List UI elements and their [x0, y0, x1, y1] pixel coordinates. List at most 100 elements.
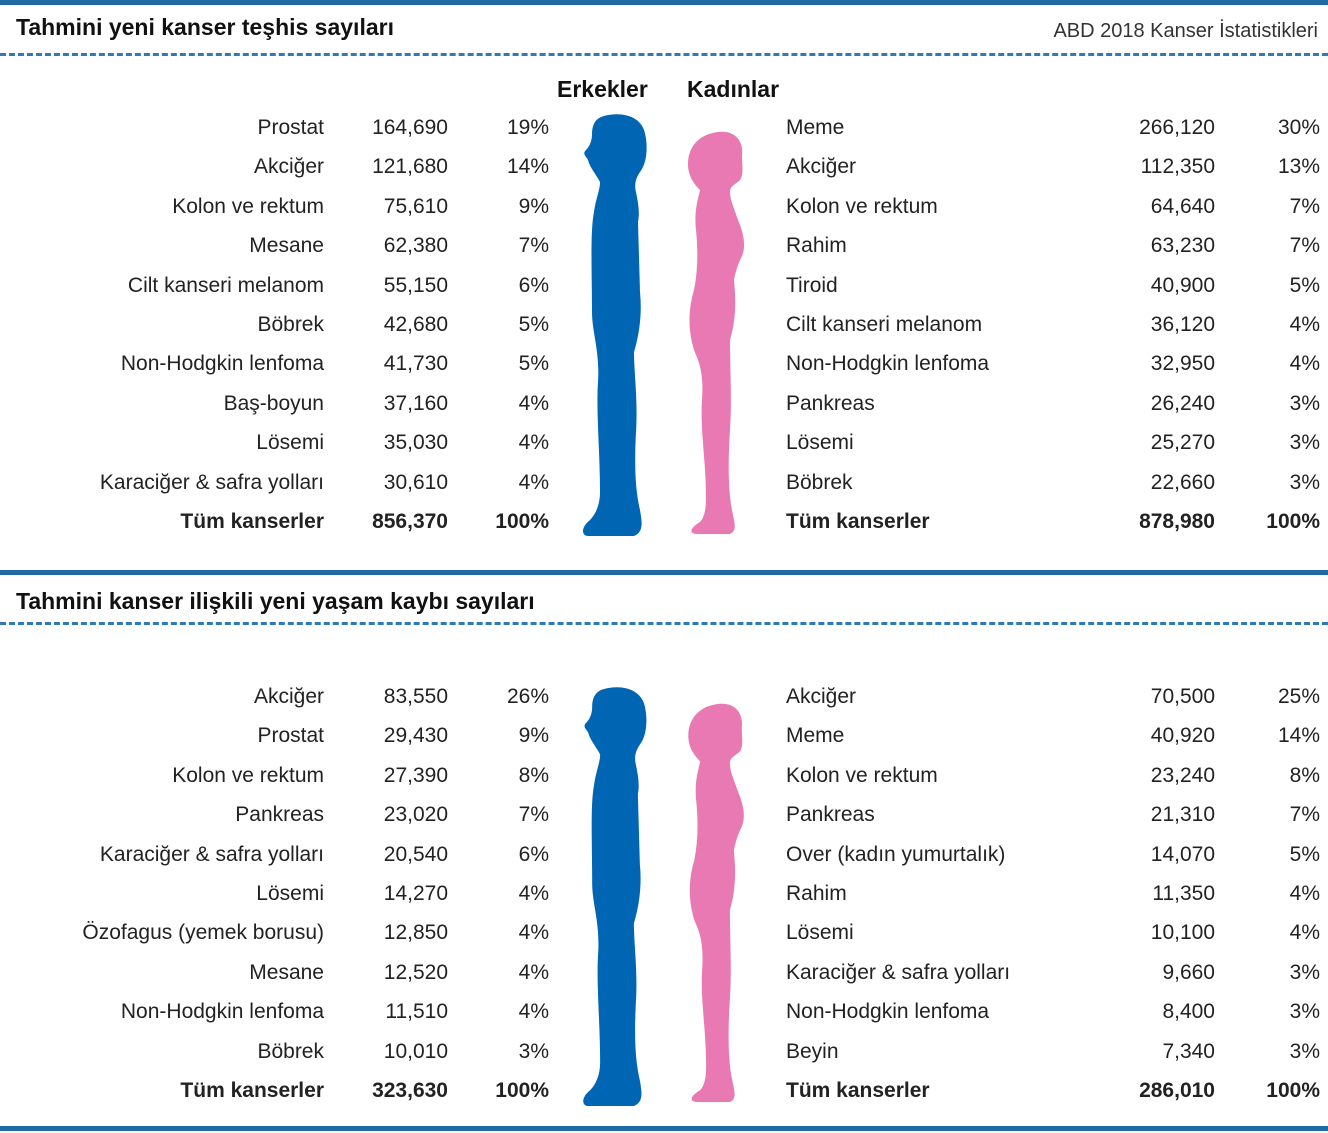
female-percent: 3% [1289, 391, 1320, 415]
male-percent: 4% [518, 960, 549, 984]
table-row: Cilt kanseri melanom 55,150 6% Tiroid 40,900… [0, 271, 1328, 301]
female-cancer-name: Meme [786, 724, 845, 748]
table-row: Mesane 12,520 4% Karaciğer & safra yolları 9… [0, 958, 1328, 988]
female-percent: 4% [1289, 313, 1320, 336]
female-count: 25,270 [1150, 431, 1215, 455]
male-count: 121,680 [372, 155, 448, 179]
female-cancer-name: Non-Hodgkin lenfoma [786, 352, 990, 376]
female-cancer-name: Tiroid [786, 273, 838, 297]
male-count: 164,690 [372, 116, 448, 139]
section1-dash [0, 53, 1328, 56]
female-count: 21,310 [1150, 803, 1215, 827]
male-percent: 8% [518, 763, 549, 787]
male-percent: 4% [518, 391, 549, 415]
table-row: Karaciğer & safra yolları 30,610 4% Böbrek 2… [0, 468, 1328, 498]
female-silhouette-icon [688, 703, 744, 1103]
female-count: 40,900 [1150, 273, 1215, 297]
male-cancer-name: Böbrek [257, 1039, 324, 1063]
female-cancer-name: Tüm kanserler [786, 1079, 930, 1102]
female-cancer-name: Pankreas [786, 803, 875, 827]
table-row: Non-Hodgkin lenfoma 11,510 4% Non-Hodgkin l… [0, 997, 1328, 1027]
female-count: 878,980 [1139, 510, 1215, 533]
section1-title: Tahmini yeni kanser teşhis sayıları [16, 14, 394, 40]
table-row: Mesane 62,380 7% Rahim 63,230 7% [0, 231, 1328, 261]
male-cancer-name: Akciğer [253, 155, 324, 179]
male-percent: 4% [518, 1000, 549, 1024]
male-count: 83,550 [383, 685, 448, 708]
female-count: 36,120 [1150, 313, 1215, 336]
male-count: 75,610 [383, 194, 448, 218]
table-row: Kolon ve rektum 27,390 8% Kolon ve rektum 23… [0, 761, 1328, 791]
male-count: 29,430 [383, 724, 448, 748]
female-cancer-name: Non-Hodgkin lenfoma [786, 1000, 990, 1024]
female-cancer-name: Tüm kanserler [786, 510, 930, 533]
section2-dash [0, 622, 1328, 625]
female-silhouette-icon [688, 131, 745, 535]
female-percent: 7% [1289, 234, 1320, 258]
female-cancer-name: Rahim [786, 882, 847, 905]
female-count: 286,010 [1139, 1079, 1215, 1102]
female-cancer-name: Kolon ve rektum [786, 763, 938, 787]
table-row: Baş-boyun 37,160 4% Pankreas 26,240 3% [0, 389, 1328, 419]
male-cancer-name: Kolon ve rektum [172, 194, 324, 218]
male-count: 27,390 [383, 763, 448, 787]
male-cancer-name: Mesane [249, 960, 324, 984]
male-count: 55,150 [383, 273, 448, 297]
female-percent: 4% [1289, 352, 1320, 376]
male-percent: 7% [518, 803, 549, 827]
male-percent: 9% [518, 194, 549, 218]
female-cancer-name: Karaciğer & safra yolları [786, 960, 1011, 984]
male-header: Erkekler [557, 76, 648, 102]
female-percent: 14% [1277, 724, 1320, 748]
female-count: 22,660 [1150, 470, 1215, 494]
male-percent: 5% [518, 352, 549, 376]
male-percent: 100% [495, 510, 549, 533]
male-silhouette-icon [583, 687, 647, 1107]
male-percent: 4% [518, 882, 549, 905]
bottom-rule [0, 1126, 1328, 1131]
male-cancer-name: Kolon ve rektum [172, 763, 324, 787]
female-cancer-name: Akciğer [786, 685, 857, 708]
top-rule [0, 0, 1328, 5]
male-count: 10,010 [383, 1039, 448, 1063]
male-cancer-name: Karaciğer & safra yolları [99, 470, 324, 494]
female-count: 10,100 [1150, 921, 1215, 945]
table-row: Özofagus (yemek borusu) 12,850 4% Lösemi 10,… [0, 918, 1328, 948]
male-cancer-name: Tüm kanserler [180, 510, 324, 533]
male-count: 12,850 [383, 921, 448, 945]
male-cancer-name: Karaciğer & safra yolları [99, 842, 324, 866]
male-percent: 7% [518, 234, 549, 258]
male-cancer-name: Lösemi [256, 882, 324, 905]
total-row: Tüm kanserler 856,370 100% Tüm kanserler 878… [0, 507, 1328, 537]
female-percent: 4% [1289, 882, 1320, 905]
middle-rule [0, 570, 1328, 575]
table-row: Kolon ve rektum 75,610 9% Kolon ve rektum 64… [0, 192, 1328, 222]
male-count: 12,520 [383, 960, 448, 984]
female-count: 70,500 [1150, 685, 1215, 708]
male-cancer-name: Prostat [257, 116, 324, 139]
male-count: 14,270 [383, 882, 448, 905]
female-cancer-name: Kolon ve rektum [786, 194, 938, 218]
male-cancer-name: Non-Hodgkin lenfoma [120, 1000, 324, 1024]
female-percent: 4% [1289, 921, 1320, 945]
male-cancer-name: Non-Hodgkin lenfoma [120, 352, 324, 376]
female-count: 63,230 [1150, 234, 1215, 258]
male-cancer-name: Pankreas [235, 803, 324, 827]
male-cancer-name: Böbrek [257, 313, 324, 336]
male-percent: 6% [518, 842, 549, 866]
female-header: Kadınlar [687, 76, 780, 102]
female-count: 8,400 [1162, 1000, 1215, 1024]
female-percent: 5% [1289, 842, 1320, 866]
female-percent: 7% [1289, 194, 1320, 218]
table-row: Akciğer 121,680 14% Akciğer 112,350 13% [0, 152, 1328, 182]
female-percent: 100% [1266, 510, 1320, 533]
female-count: 23,240 [1150, 763, 1215, 787]
female-percent: 13% [1277, 155, 1320, 179]
male-cancer-name: Cilt kanseri melanom [127, 273, 324, 297]
male-cancer-name: Akciğer [253, 685, 324, 708]
male-percent: 5% [518, 313, 549, 336]
section2-title: Tahmini kanser ilişkili yeni yaşam kaybı… [16, 588, 535, 614]
male-count: 11,510 [385, 1000, 448, 1024]
table-row: Akciğer 83,550 26% Akciğer 70,500 25% [0, 682, 1328, 712]
male-percent: 19% [506, 116, 549, 139]
